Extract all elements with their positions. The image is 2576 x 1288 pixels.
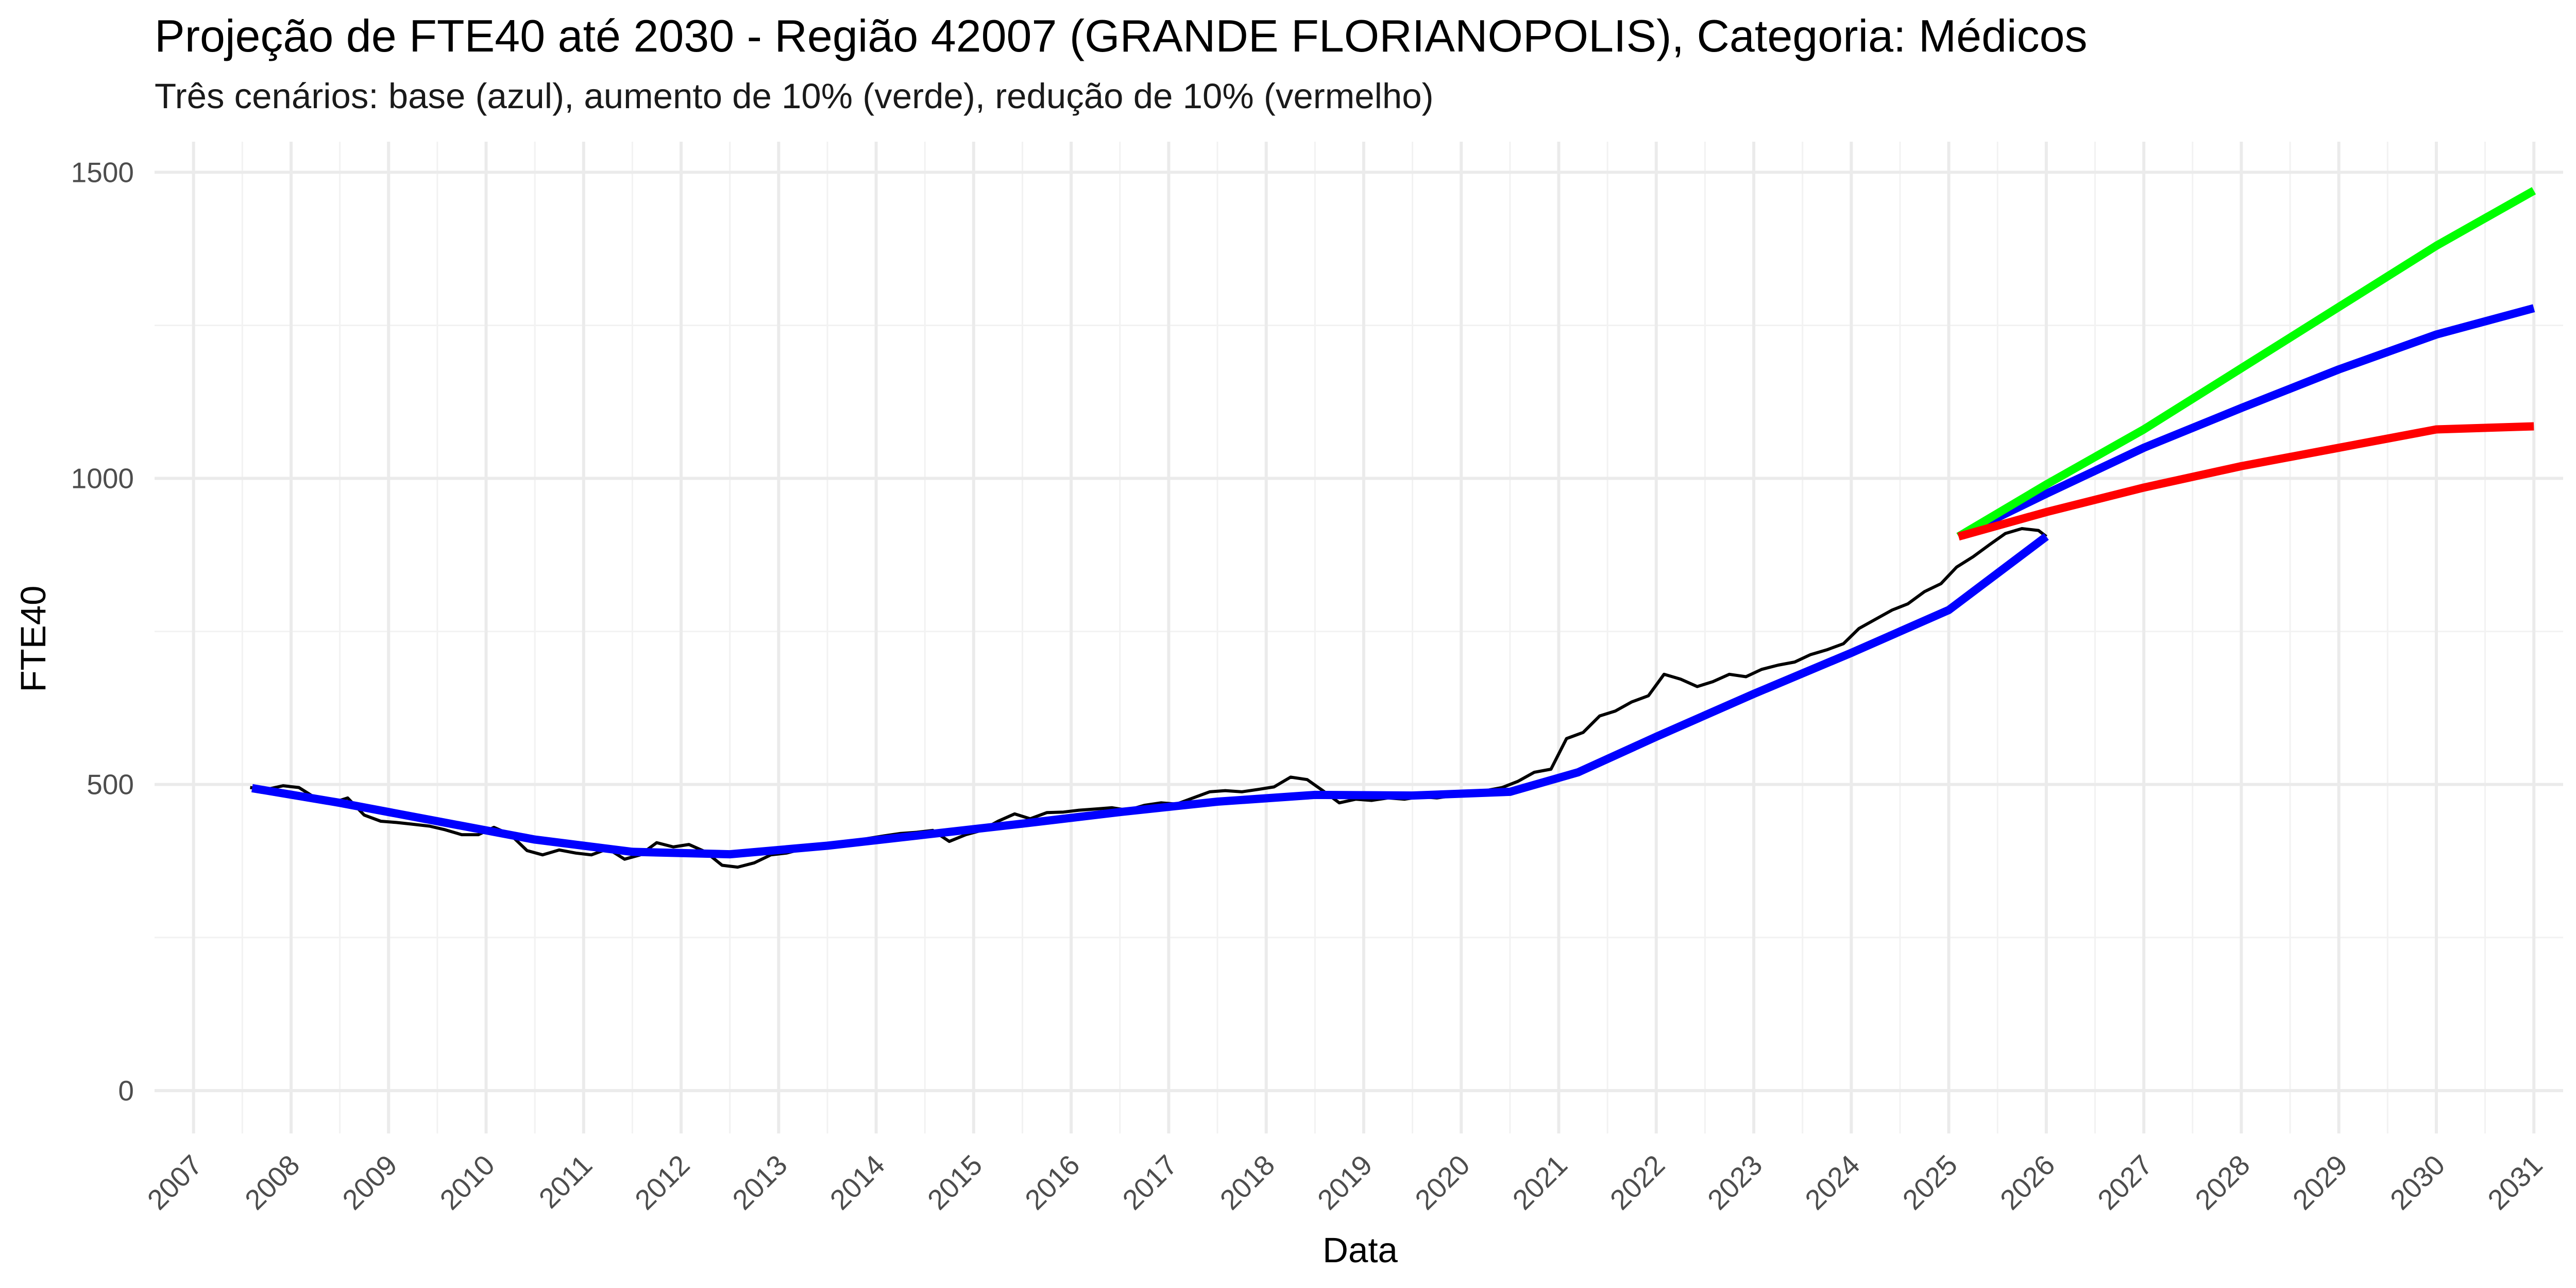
x-tick-label: 2015: [921, 1149, 988, 1216]
x-tick-label: 2018: [1214, 1149, 1281, 1216]
x-tick-label: 2027: [2091, 1149, 2158, 1216]
x-tick-label: 2021: [1506, 1149, 1573, 1216]
y-tick-label: 500: [87, 769, 134, 801]
x-tick-label: 2030: [2384, 1149, 2451, 1216]
series-layer: [250, 187, 2536, 869]
y-axis: 0 500 1000 1500: [71, 156, 134, 1106]
x-tick-label: 2017: [1116, 1149, 1183, 1216]
y-tick-label: 1000: [71, 463, 134, 495]
series-line-scenario-redu-o-de-10-: [1957, 422, 2534, 541]
x-tick-label: 2023: [1701, 1149, 1768, 1216]
grid: [155, 142, 2563, 1133]
x-tick-label: 2019: [1311, 1149, 1378, 1216]
series-line-scenario-aumento-de-10-: [1956, 187, 2536, 540]
x-tick-label: 2031: [2481, 1149, 2548, 1216]
chart-title: Projeção de FTE40 até 2030 - Região 4200…: [155, 10, 2088, 61]
x-tick-label: 2013: [726, 1149, 793, 1216]
x-tick-label: 2007: [141, 1149, 208, 1216]
x-tick-label: 2012: [629, 1149, 696, 1216]
y-tick-label: 0: [118, 1075, 134, 1107]
x-tick-label: 2022: [1604, 1149, 1671, 1216]
series-line-scenario-base: [1956, 304, 2535, 540]
x-axis-title: Data: [1323, 1230, 1398, 1270]
y-axis-title: FTE40: [13, 585, 53, 692]
x-tick-label: 2026: [1994, 1149, 2061, 1216]
x-tick-label: 2024: [1799, 1149, 1866, 1216]
x-tick-label: 2028: [2189, 1149, 2256, 1216]
x-tick-label: 2014: [824, 1149, 891, 1216]
x-tick-label: 2016: [1019, 1149, 1086, 1216]
y-tick-label: 1500: [71, 156, 134, 188]
x-tick-label: 2008: [239, 1149, 306, 1216]
x-tick-label: 2010: [434, 1149, 501, 1216]
chart-subtitle: Três cenários: base (azul), aumento de 1…: [155, 76, 1434, 116]
x-axis: 2007 2008 2009 2010 2011 2012 2013 2014 2015 2016…: [141, 1149, 2549, 1216]
x-tick-label: 2020: [1409, 1149, 1476, 1216]
x-tick-label: 2011: [533, 1149, 598, 1214]
x-tick-label: 2025: [1896, 1149, 1963, 1216]
series-line-trend: [251, 533, 2049, 859]
x-tick-label: 2009: [336, 1149, 403, 1216]
series-line-observed: [250, 527, 2047, 869]
x-tick-label: 2029: [2286, 1149, 2353, 1216]
